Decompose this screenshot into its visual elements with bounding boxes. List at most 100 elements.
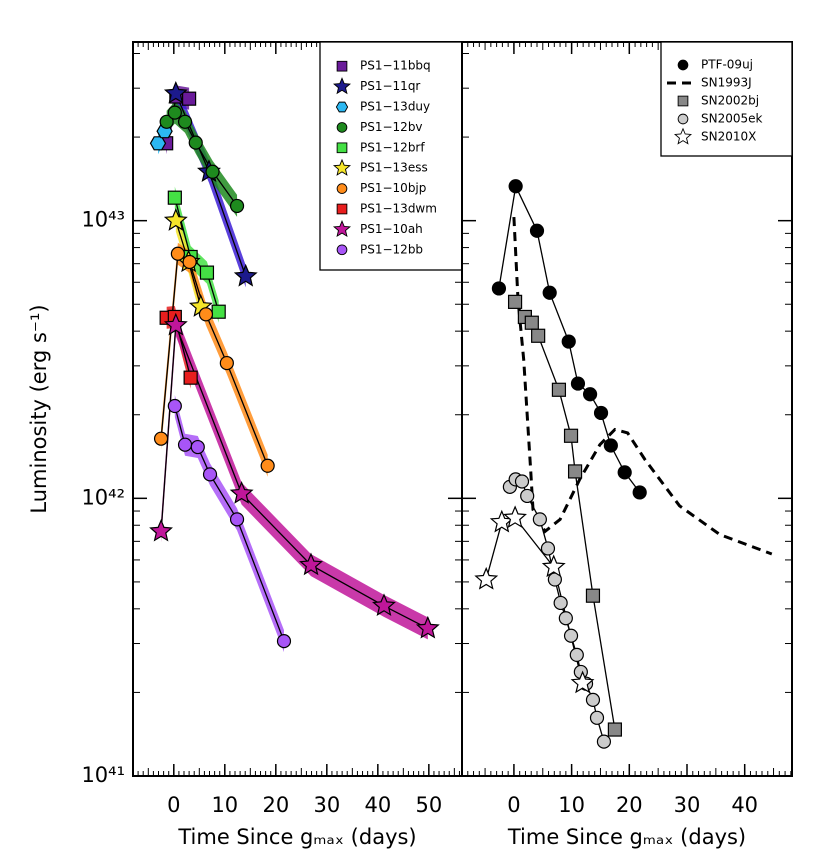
- legend-label: PS1−12bb: [360, 242, 423, 256]
- x-tick-label: 40: [364, 793, 391, 817]
- marker-star: [163, 312, 188, 336]
- x-tick-label: 20: [616, 793, 643, 817]
- marker-circle: [563, 628, 579, 643]
- marker-circle: [177, 114, 193, 129]
- legend-marker: [336, 122, 348, 133]
- x-tick-label: 40: [731, 793, 758, 817]
- legend-label: SN2005ek: [701, 112, 763, 126]
- y-tick-label: 10⁴³: [81, 208, 125, 232]
- marker-circle: [632, 485, 647, 500]
- legend-marker: [335, 101, 349, 113]
- legend-marker: [336, 142, 348, 154]
- plot-inner: [474, 179, 773, 749]
- marker-circle: [167, 398, 182, 414]
- x-tick-label: 10: [558, 793, 585, 817]
- marker-square: [199, 265, 215, 280]
- uncertainty-band: [161, 314, 428, 640]
- legend-marker: [677, 95, 689, 107]
- marker-star: [503, 505, 527, 529]
- legend-marker: [677, 59, 689, 71]
- y-tick-label: 10⁴²: [81, 485, 125, 509]
- series-line: [485, 517, 584, 684]
- x-tick-label: 30: [313, 793, 340, 817]
- legend-marker: [673, 127, 693, 145]
- marker-circle: [589, 710, 605, 725]
- marker-circle: [188, 135, 203, 150]
- marker-circle: [508, 179, 523, 194]
- marker-circle: [596, 734, 612, 749]
- marker-square: [585, 588, 601, 603]
- marker-circle: [491, 281, 507, 296]
- legend-marker: [336, 183, 348, 194]
- plot-frame: [461, 41, 793, 777]
- marker-square: [167, 190, 182, 205]
- legend-marker: [332, 219, 352, 238]
- marker-star: [233, 263, 258, 287]
- marker-circle: [159, 114, 174, 129]
- y-tick-label: 10⁴¹: [81, 763, 125, 787]
- legend-label: PS1−11qr: [360, 79, 420, 93]
- marker-star: [541, 554, 566, 578]
- marker-circle: [585, 692, 601, 707]
- marker-circle: [229, 512, 245, 527]
- legend-label: SN2010X: [701, 130, 756, 144]
- legend-label: PTF-09uj: [701, 58, 753, 72]
- x-tick-label: 50: [415, 793, 442, 817]
- series-line: [174, 197, 220, 312]
- marker-square: [507, 294, 523, 309]
- legend-marker: [677, 113, 689, 125]
- x-axis-title: Time Since gₘₐₓ (days): [507, 825, 746, 849]
- marker-circle: [593, 405, 609, 421]
- legend-label: SN1993J: [701, 76, 752, 90]
- marker-circle: [198, 307, 214, 322]
- legend-marker: [332, 158, 352, 176]
- marker-square: [183, 370, 198, 385]
- marker-circle: [219, 355, 234, 371]
- legend-label: PS1−13ess: [360, 161, 428, 175]
- marker-circle: [276, 634, 292, 649]
- marker-circle: [561, 334, 576, 349]
- uncertainty-band: [174, 395, 284, 653]
- marker-star: [299, 552, 324, 576]
- legend-label: PS1−12bv: [360, 120, 423, 134]
- plot-inner: [149, 80, 440, 653]
- marker-star: [474, 566, 499, 590]
- marker-circle: [617, 465, 632, 480]
- marker-circle: [582, 387, 598, 402]
- uncertainty-band: [161, 242, 268, 477]
- marker-circle: [202, 467, 218, 482]
- marker-square: [182, 91, 197, 106]
- marker-circle: [553, 595, 568, 611]
- marker-hexagon: [149, 136, 167, 151]
- legend-label: PS1−13dwm: [360, 202, 437, 216]
- marker-circle: [167, 105, 182, 120]
- uncertainty-band: [166, 101, 238, 217]
- marker-square: [551, 382, 567, 397]
- marker-circle: [190, 439, 205, 455]
- x-tick-label: 0: [167, 793, 180, 817]
- legend-label: SN2002bj: [701, 94, 759, 108]
- marker-circle: [514, 474, 530, 489]
- marker-circle: [529, 223, 545, 238]
- marker-star: [372, 593, 396, 616]
- marker-circle: [603, 438, 618, 453]
- marker-star: [163, 80, 188, 104]
- marker-circle: [205, 164, 220, 179]
- marker-circle: [570, 376, 586, 391]
- y-axis-title: Luminosity (erg s⁻¹): [27, 304, 51, 513]
- marker-square: [524, 315, 539, 330]
- marker-square: [211, 304, 226, 319]
- marker-star: [570, 670, 595, 694]
- series-line: [512, 217, 773, 556]
- marker-square: [531, 328, 546, 343]
- legend-marker: [336, 244, 348, 256]
- marker-circle: [170, 246, 185, 261]
- marker-star: [229, 481, 254, 504]
- legend-label: PS1−11bbq: [360, 59, 431, 73]
- x-tick-label: 10: [211, 793, 238, 817]
- marker-circle: [153, 431, 169, 446]
- marker-square: [563, 428, 579, 443]
- series-line: [514, 301, 616, 730]
- plot-area: [149, 80, 440, 653]
